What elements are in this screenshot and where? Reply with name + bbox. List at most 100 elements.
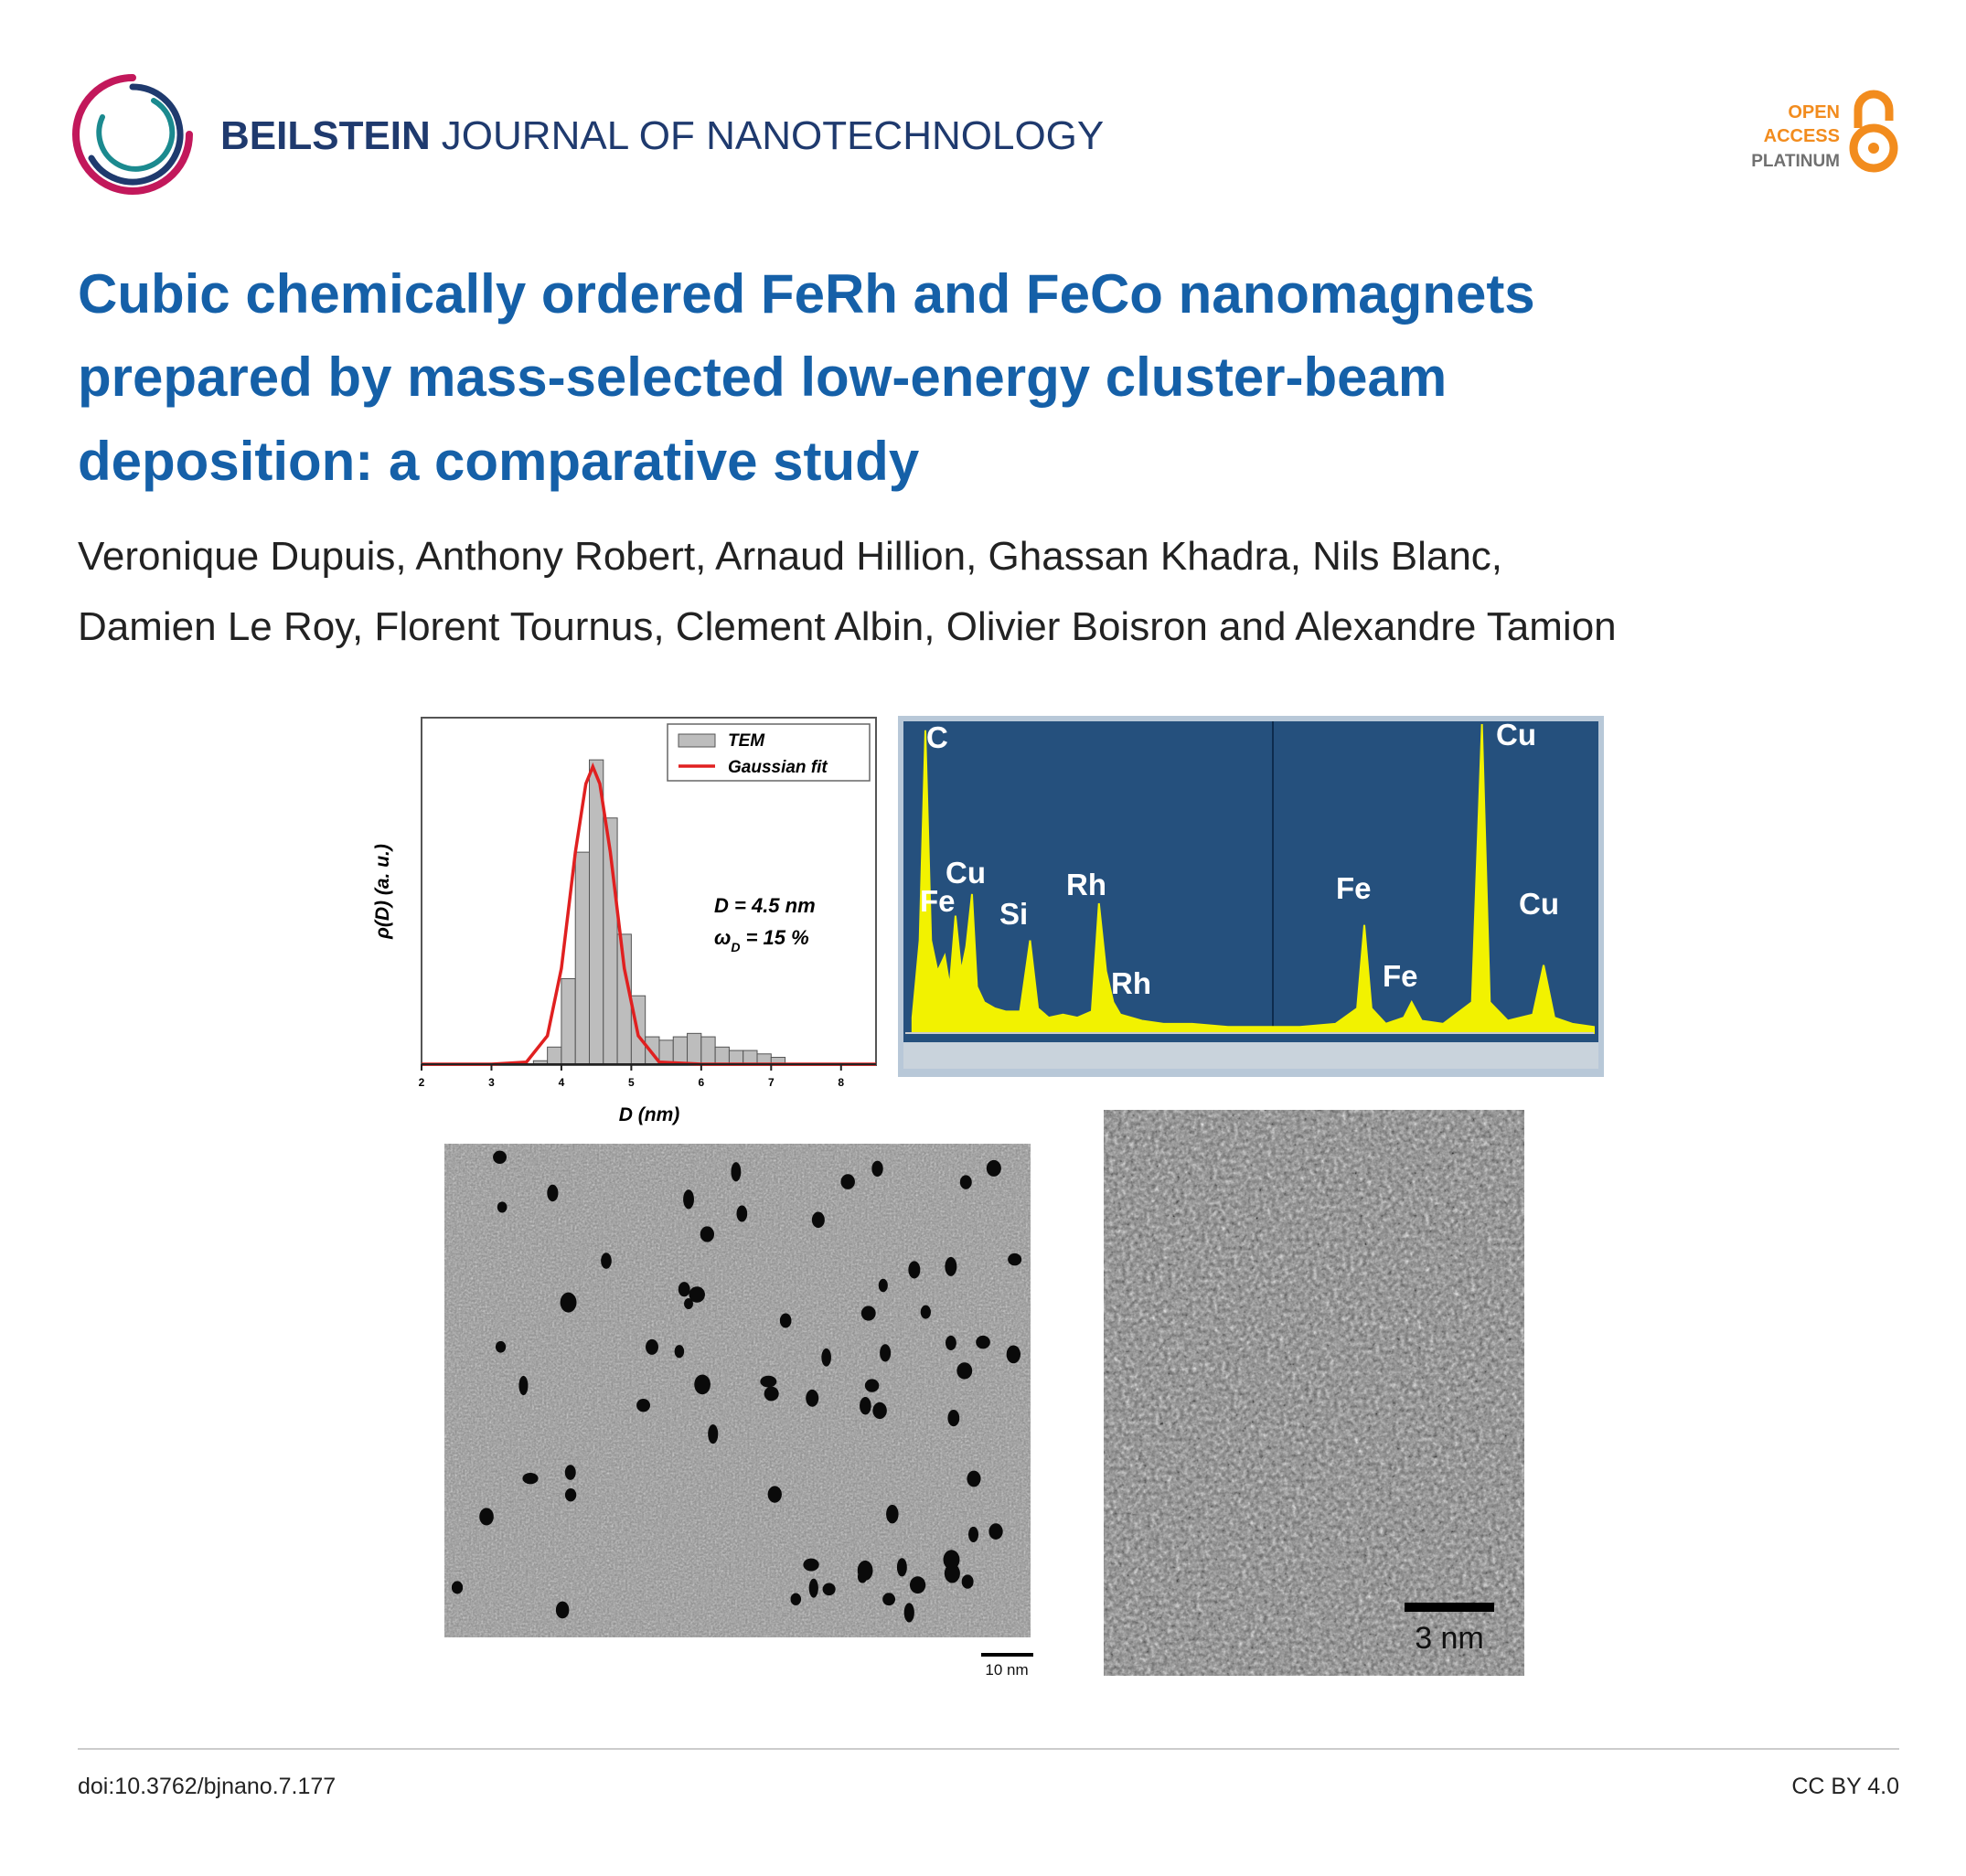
badge-access: ACCESS (1764, 126, 1840, 146)
title-line: Cubic chemically ordered FeRh and FeCo n… (78, 263, 1535, 325)
nanoparticle (479, 1508, 494, 1526)
nanoparticles (451, 1150, 1022, 1623)
nanoparticle (871, 1160, 883, 1178)
nanoparticle (678, 1282, 690, 1297)
nanoparticle (811, 1211, 825, 1229)
doi: doi:10.3762/bjnano.7.177 (78, 1774, 336, 1799)
nanoparticle (860, 1306, 876, 1321)
histogram-bar (574, 851, 591, 1065)
nanoparticle (961, 1574, 974, 1589)
nanoparticle (808, 1578, 818, 1598)
nanoparticle (708, 1423, 719, 1444)
nanoparticle (967, 1470, 981, 1487)
nanoparticle (560, 1292, 577, 1313)
author-line: Veronique Dupuis, Anthony Robert, Arnaud… (78, 534, 1502, 579)
tem-image-texture (444, 1144, 1031, 1637)
histogram-bar (700, 1036, 716, 1065)
x-tick-label: 3 (488, 1076, 495, 1089)
nanoparticle (903, 1603, 914, 1623)
histogram-bar (547, 1046, 562, 1065)
histogram-bar (687, 1032, 702, 1065)
nanoparticle (522, 1472, 539, 1485)
nanoparticle (674, 1345, 685, 1359)
badge-platinum: PLATINUM (1751, 152, 1840, 171)
author-line: Damien Le Roy, Florent Tournus, Clement … (78, 604, 1617, 649)
license: CC BY 4.0 (1791, 1774, 1899, 1799)
histogram-bar (658, 1039, 674, 1065)
nanoparticle (840, 1174, 855, 1189)
histogram-bar (743, 1050, 758, 1065)
nanoparticle (1008, 1252, 1022, 1266)
nanoparticle (821, 1348, 831, 1367)
nanoparticle (731, 1162, 742, 1182)
x-tick-label: 2 (419, 1076, 425, 1089)
nanoparticle (880, 1344, 892, 1362)
x-tick-label: 8 (838, 1076, 844, 1089)
nanoparticle (908, 1261, 921, 1279)
nanoparticle (646, 1338, 658, 1355)
title-line: prepared by mass-selected low-energy clu… (78, 346, 1447, 408)
nanoparticle (1006, 1345, 1020, 1364)
nanoparticle (920, 1305, 931, 1319)
histogram-bar (561, 978, 576, 1065)
nanoparticle (736, 1205, 748, 1222)
nanoparticle (976, 1335, 990, 1349)
nanoparticle (779, 1313, 792, 1328)
nanoparticle (872, 1402, 887, 1420)
nanoparticle (909, 1576, 926, 1594)
annotation-symbol: ω (714, 926, 731, 949)
nanoparticle (764, 1386, 779, 1402)
peak-label: Rh (1066, 868, 1106, 901)
nanoparticle (822, 1583, 836, 1596)
x-tick-label: 7 (768, 1076, 775, 1089)
title-line: deposition: a comparative study (78, 431, 920, 492)
nanoparticle (882, 1593, 896, 1606)
gaussian-fit-line (422, 762, 876, 1066)
nanoparticle (806, 1389, 819, 1407)
tem-image-low-mag (444, 1144, 1031, 1637)
nanoparticle (968, 1526, 979, 1542)
nanoparticle (694, 1374, 711, 1395)
nanoparticle (683, 1189, 694, 1210)
peak-label: Fe (1336, 871, 1372, 905)
annotation: D = 4.5 nm (714, 894, 816, 917)
nanoparticle (555, 1601, 570, 1619)
article-title: Cubic chemically ordered FeRh and FeCo n… (78, 263, 1535, 492)
peak-label: Fe (920, 884, 956, 918)
nanoparticle (986, 1159, 1001, 1177)
y-axis-label: ρ(D) (a. u.) (372, 844, 393, 940)
nanoparticle (497, 1201, 508, 1213)
annotation: ωD = 15 % (714, 926, 809, 954)
histogram-bar (589, 759, 604, 1065)
nanoparticle (451, 1581, 464, 1594)
peak-label: Si (999, 897, 1028, 931)
nanoparticle (518, 1375, 529, 1396)
nanoparticle (760, 1375, 777, 1388)
nanoparticle (601, 1252, 612, 1269)
journal-logo (72, 74, 193, 195)
histogram-bar (728, 1050, 744, 1065)
nanoparticle (790, 1593, 802, 1605)
nanoparticle (878, 1278, 888, 1293)
nanoparticle (860, 1396, 871, 1415)
annotation-text: = 15 % (740, 926, 808, 949)
peak-label: C (926, 720, 948, 754)
histogram-bar (672, 1036, 689, 1065)
peak-label: Fe (1383, 959, 1418, 993)
spectrum-area (911, 723, 1595, 1034)
nanoparticle (495, 1340, 507, 1353)
nanoparticle (896, 1558, 907, 1577)
journal-name: BEILSTEIN JOURNAL OF NANOTECHNOLOGY (220, 113, 1104, 158)
legend-label: TEM (728, 731, 765, 751)
nanoparticle (700, 1226, 715, 1242)
peak-label: Cu (1496, 718, 1536, 751)
open-access-lock (1849, 90, 1898, 173)
authors: Veronique Dupuis, Anthony Robert, Arnaud… (78, 534, 1617, 649)
legend-label: Gaussian fit (728, 758, 828, 777)
nanoparticle (988, 1523, 1003, 1540)
scale-bar-label: 3 nm (1415, 1621, 1484, 1656)
nanoparticle (857, 1560, 873, 1581)
peak-label: Cu (1519, 887, 1559, 921)
peak-label: Cu (946, 856, 986, 890)
